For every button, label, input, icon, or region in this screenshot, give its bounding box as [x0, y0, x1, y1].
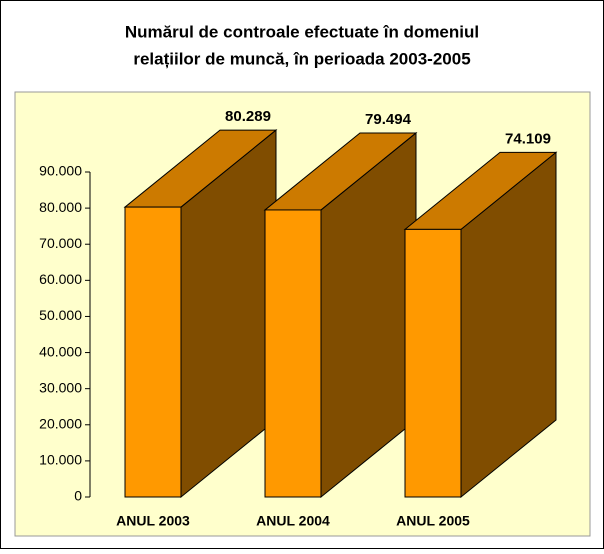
y-tick-label: 0	[74, 488, 82, 504]
bar	[124, 206, 182, 498]
y-tick-label: 20.000	[39, 415, 82, 431]
chart-title: Numărul de controale efectuate în domeni…	[125, 22, 479, 41]
data-label: 80.289	[225, 108, 271, 125]
x-tick-label: ANUL 2004	[256, 513, 330, 529]
data-label: 74.109	[505, 130, 551, 147]
x-tick-label: ANUL 2005	[396, 513, 470, 529]
y-tick-label: 70.000	[39, 235, 82, 251]
y-tick-label: 10.000	[39, 452, 82, 468]
bar	[264, 209, 322, 498]
x-tick-label: ANUL 2003	[116, 513, 190, 529]
y-tick-label: 50.000	[39, 307, 82, 323]
y-tick-label: 40.000	[39, 343, 82, 359]
y-tick-label: 60.000	[39, 271, 82, 287]
y-tick-label: 80.000	[39, 199, 82, 215]
chart-title: relațiilor de muncă, în perioada 2003-20…	[133, 49, 470, 68]
y-tick-label: 90.000	[39, 163, 82, 179]
y-tick-label: 30.000	[39, 379, 82, 395]
bar	[404, 228, 462, 498]
data-label: 79.494	[365, 111, 412, 128]
